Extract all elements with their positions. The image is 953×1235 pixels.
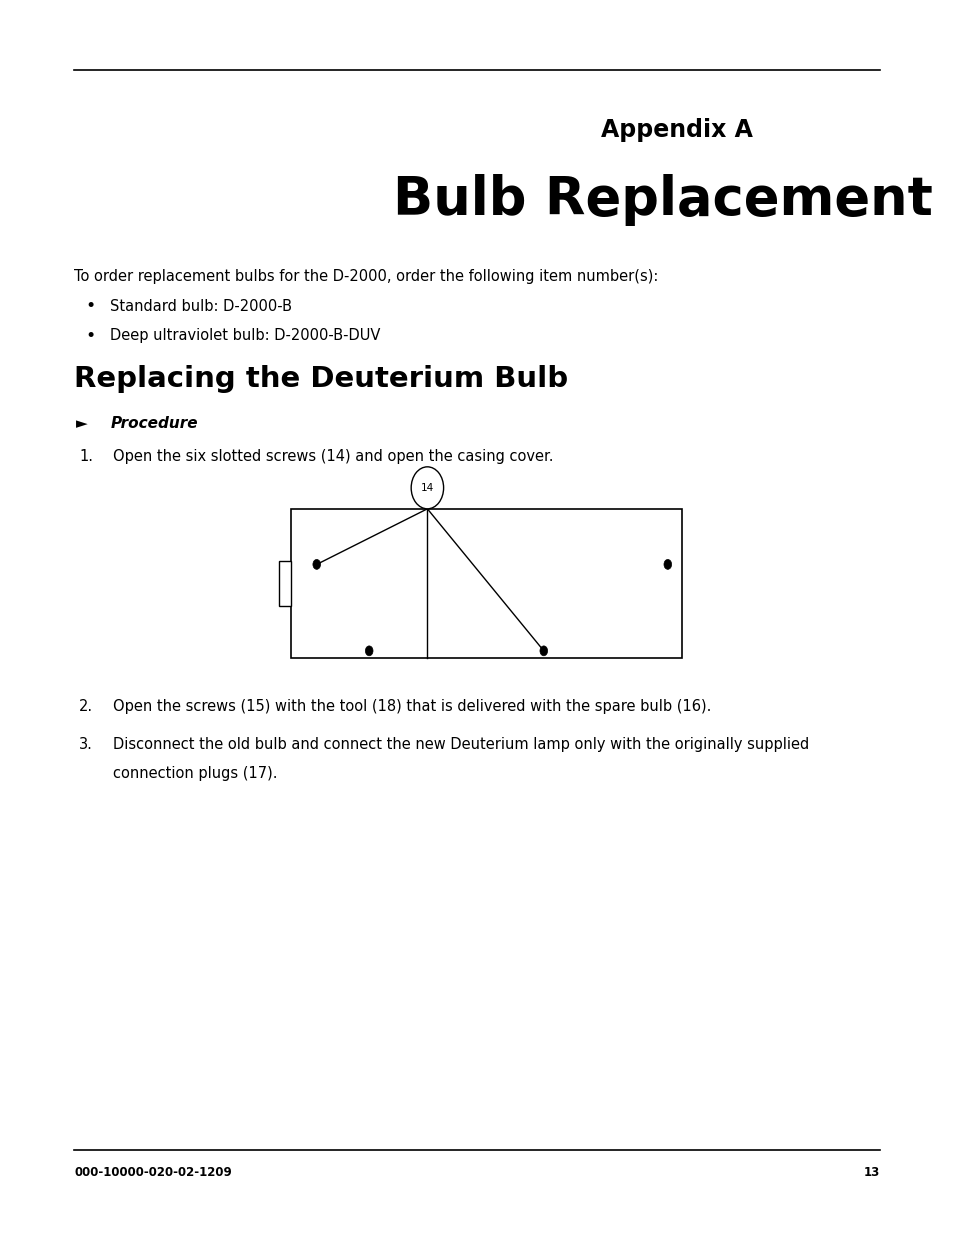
Text: Standard bulb: D-2000-B: Standard bulb: D-2000-B	[110, 299, 292, 314]
Circle shape	[365, 646, 373, 656]
Text: Procedure: Procedure	[111, 416, 198, 431]
Text: 14: 14	[420, 483, 434, 493]
Text: Replacing the Deuterium Bulb: Replacing the Deuterium Bulb	[74, 366, 568, 393]
Text: Open the six slotted screws (14) and open the casing cover.: Open the six slotted screws (14) and ope…	[112, 450, 553, 464]
Text: ►: ►	[76, 416, 88, 431]
Text: 13: 13	[862, 1166, 879, 1178]
Text: 000-10000-020-02-1209: 000-10000-020-02-1209	[74, 1166, 232, 1178]
Text: To order replacement bulbs for the D-2000, order the following item number(s):: To order replacement bulbs for the D-200…	[74, 269, 659, 284]
Text: Appendix A: Appendix A	[600, 117, 753, 142]
Circle shape	[313, 559, 320, 569]
Text: connection plugs (17).: connection plugs (17).	[112, 766, 276, 781]
Text: Bulb Replacement: Bulb Replacement	[393, 174, 932, 226]
Text: •: •	[86, 298, 95, 315]
Text: Deep ultraviolet bulb: D-2000-B-DUV: Deep ultraviolet bulb: D-2000-B-DUV	[110, 329, 379, 343]
Circle shape	[539, 646, 547, 656]
Text: •: •	[86, 327, 95, 345]
Bar	[291, 509, 681, 658]
Circle shape	[411, 467, 443, 509]
Circle shape	[663, 559, 671, 569]
Text: Open the screws (15) with the tool (18) that is delivered with the spare bulb (1: Open the screws (15) with the tool (18) …	[112, 699, 710, 714]
Text: 2.: 2.	[79, 699, 93, 714]
Text: 3.: 3.	[79, 737, 93, 752]
Text: 1.: 1.	[79, 450, 93, 464]
Text: Disconnect the old bulb and connect the new Deuterium lamp only with the origina: Disconnect the old bulb and connect the …	[112, 737, 808, 752]
Bar	[278, 561, 291, 606]
